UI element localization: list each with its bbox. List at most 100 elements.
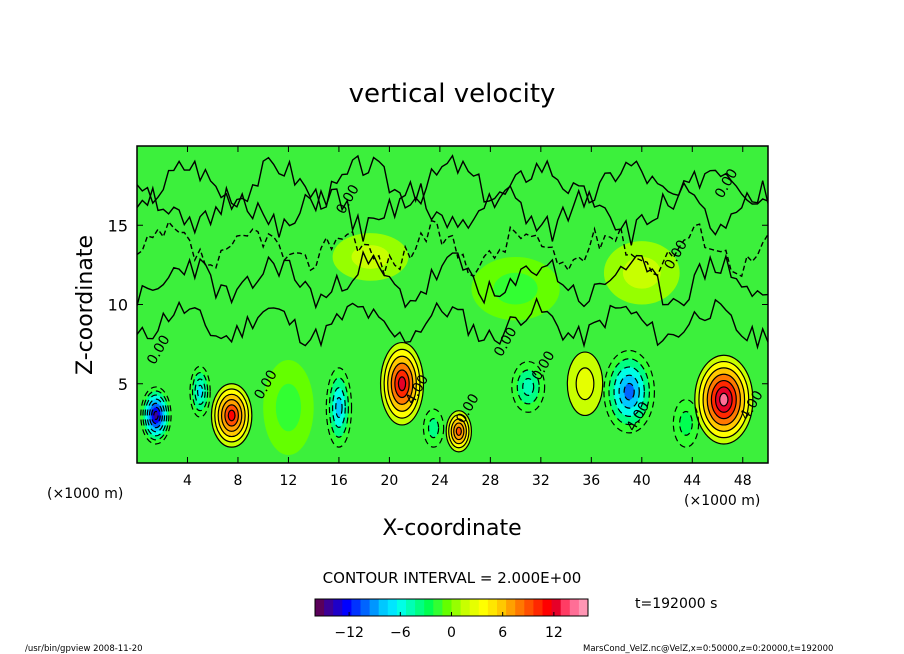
colorbar-swatch — [315, 599, 325, 616]
colorbar-swatch — [424, 599, 434, 616]
contour-line — [511, 360, 546, 413]
colorbar-swatch — [333, 599, 343, 616]
x-axis-ticks: 4 8 12 16 20 24 28 32 36 40 44 48 — [183, 146, 752, 489]
colorbar-swatch — [433, 599, 443, 616]
field-cell-band — [428, 418, 439, 438]
colorbar-ticks: −12 −6 0 6 12 — [334, 612, 563, 641]
colorbar-swatch — [369, 599, 380, 616]
contour-line — [148, 402, 164, 429]
contour-line — [448, 414, 470, 449]
contour-line — [137, 154, 768, 211]
contour-line — [450, 418, 467, 445]
field-cell-band — [398, 376, 406, 391]
contour-line — [422, 408, 445, 448]
field-cell-band — [197, 385, 203, 399]
colorbar-swatch — [569, 599, 580, 616]
x-tick-label: 44 — [683, 473, 701, 489]
colorbar-swatch — [515, 599, 525, 616]
y-tick-label: 15 — [108, 216, 128, 235]
contour-line — [679, 410, 693, 436]
contour-line — [714, 386, 733, 413]
contour-line — [332, 387, 346, 428]
contour-line — [137, 179, 768, 246]
y-tick-label: 5 — [118, 375, 128, 394]
x-tick-label: 32 — [532, 473, 550, 489]
colorbar-tick-label: 0 — [447, 625, 456, 641]
contour-line — [566, 351, 604, 417]
field-cell-band — [576, 367, 594, 400]
x-tick-label: 16 — [330, 473, 348, 489]
x-tick-label: 12 — [280, 473, 298, 489]
contour-line — [694, 354, 754, 445]
contour-line — [623, 382, 635, 401]
contour-line — [227, 409, 236, 422]
field-cell-band — [275, 383, 302, 432]
colorbar-swatch — [497, 599, 507, 616]
contour-line — [140, 386, 172, 445]
contour-line — [137, 250, 768, 310]
contour-interval-label: CONTOUR INTERVAL = 2.000E+00 — [323, 569, 582, 587]
field-cell-band — [228, 410, 236, 421]
contour-line — [224, 404, 239, 427]
field-cell-band — [679, 411, 693, 436]
x-tick-label: 24 — [431, 473, 449, 489]
contour-line — [196, 384, 204, 399]
colorbar-swatch — [460, 599, 471, 616]
contour-line — [445, 410, 473, 453]
chart-title: vertical velocity — [349, 79, 556, 109]
contour-line — [220, 399, 243, 432]
contour-line — [618, 374, 640, 409]
colorbar-swatch — [351, 599, 361, 616]
y-axis-label: Z-coordinate — [73, 235, 98, 375]
colorbar-swatch — [378, 599, 389, 616]
x-tick-label: 36 — [582, 473, 600, 489]
contour-line — [702, 367, 746, 432]
contour-line — [142, 390, 170, 441]
colorbar-swatch — [342, 599, 352, 616]
colorbar-swatch — [442, 599, 452, 616]
colorbar-swatch — [533, 599, 543, 616]
x-tick-label: 28 — [481, 473, 499, 489]
field-cell-band — [493, 272, 538, 305]
contour-line — [672, 399, 700, 448]
plot-area: 0.000.00 4.000.000.000.004.00 4.000.000.00… — [137, 146, 768, 463]
contour-line — [335, 397, 343, 419]
contour-line — [719, 392, 729, 407]
contour-line — [390, 362, 414, 405]
colorbar-swatch — [487, 599, 498, 616]
colorbar-swatch — [478, 599, 489, 616]
colorbar-tick-label: 12 — [545, 625, 563, 641]
contour-line — [383, 348, 421, 419]
contour-line — [710, 379, 737, 420]
y-tick-label: 10 — [108, 296, 128, 315]
contour-line — [137, 219, 768, 278]
colorbar-swatch — [578, 599, 589, 616]
colorbar-swatch — [387, 599, 398, 616]
contour-line — [387, 355, 417, 412]
x-tick-label: 8 — [233, 473, 242, 489]
colorbar-swatch — [560, 599, 571, 616]
contour-line — [455, 426, 462, 437]
colorbar-tick-label: −6 — [390, 625, 411, 641]
contour-line — [214, 388, 250, 443]
contour-line — [453, 422, 465, 441]
x-tick-label: 20 — [380, 473, 398, 489]
colorbar-tick-label: −12 — [334, 625, 364, 641]
colorbar-swatch — [415, 599, 425, 616]
x-tick-label: 4 — [183, 473, 192, 489]
contour-line — [144, 394, 168, 437]
colorbar-swatch — [469, 599, 480, 616]
colorbar-swatch — [506, 599, 516, 616]
field-cell-band — [335, 397, 343, 418]
contour-line — [608, 358, 650, 426]
colorbar-swatch — [406, 599, 416, 616]
x-axis-label: X-coordinate — [382, 516, 521, 541]
field-cell-band — [153, 411, 159, 420]
contour-line — [706, 373, 742, 426]
contour-lines — [137, 154, 768, 453]
x-unit-label: (×1000 m) — [684, 493, 760, 509]
field-cell-band — [719, 393, 728, 406]
y-axis-ticks: 5 10 15 — [108, 216, 768, 394]
colorbar-swatch — [524, 599, 534, 616]
